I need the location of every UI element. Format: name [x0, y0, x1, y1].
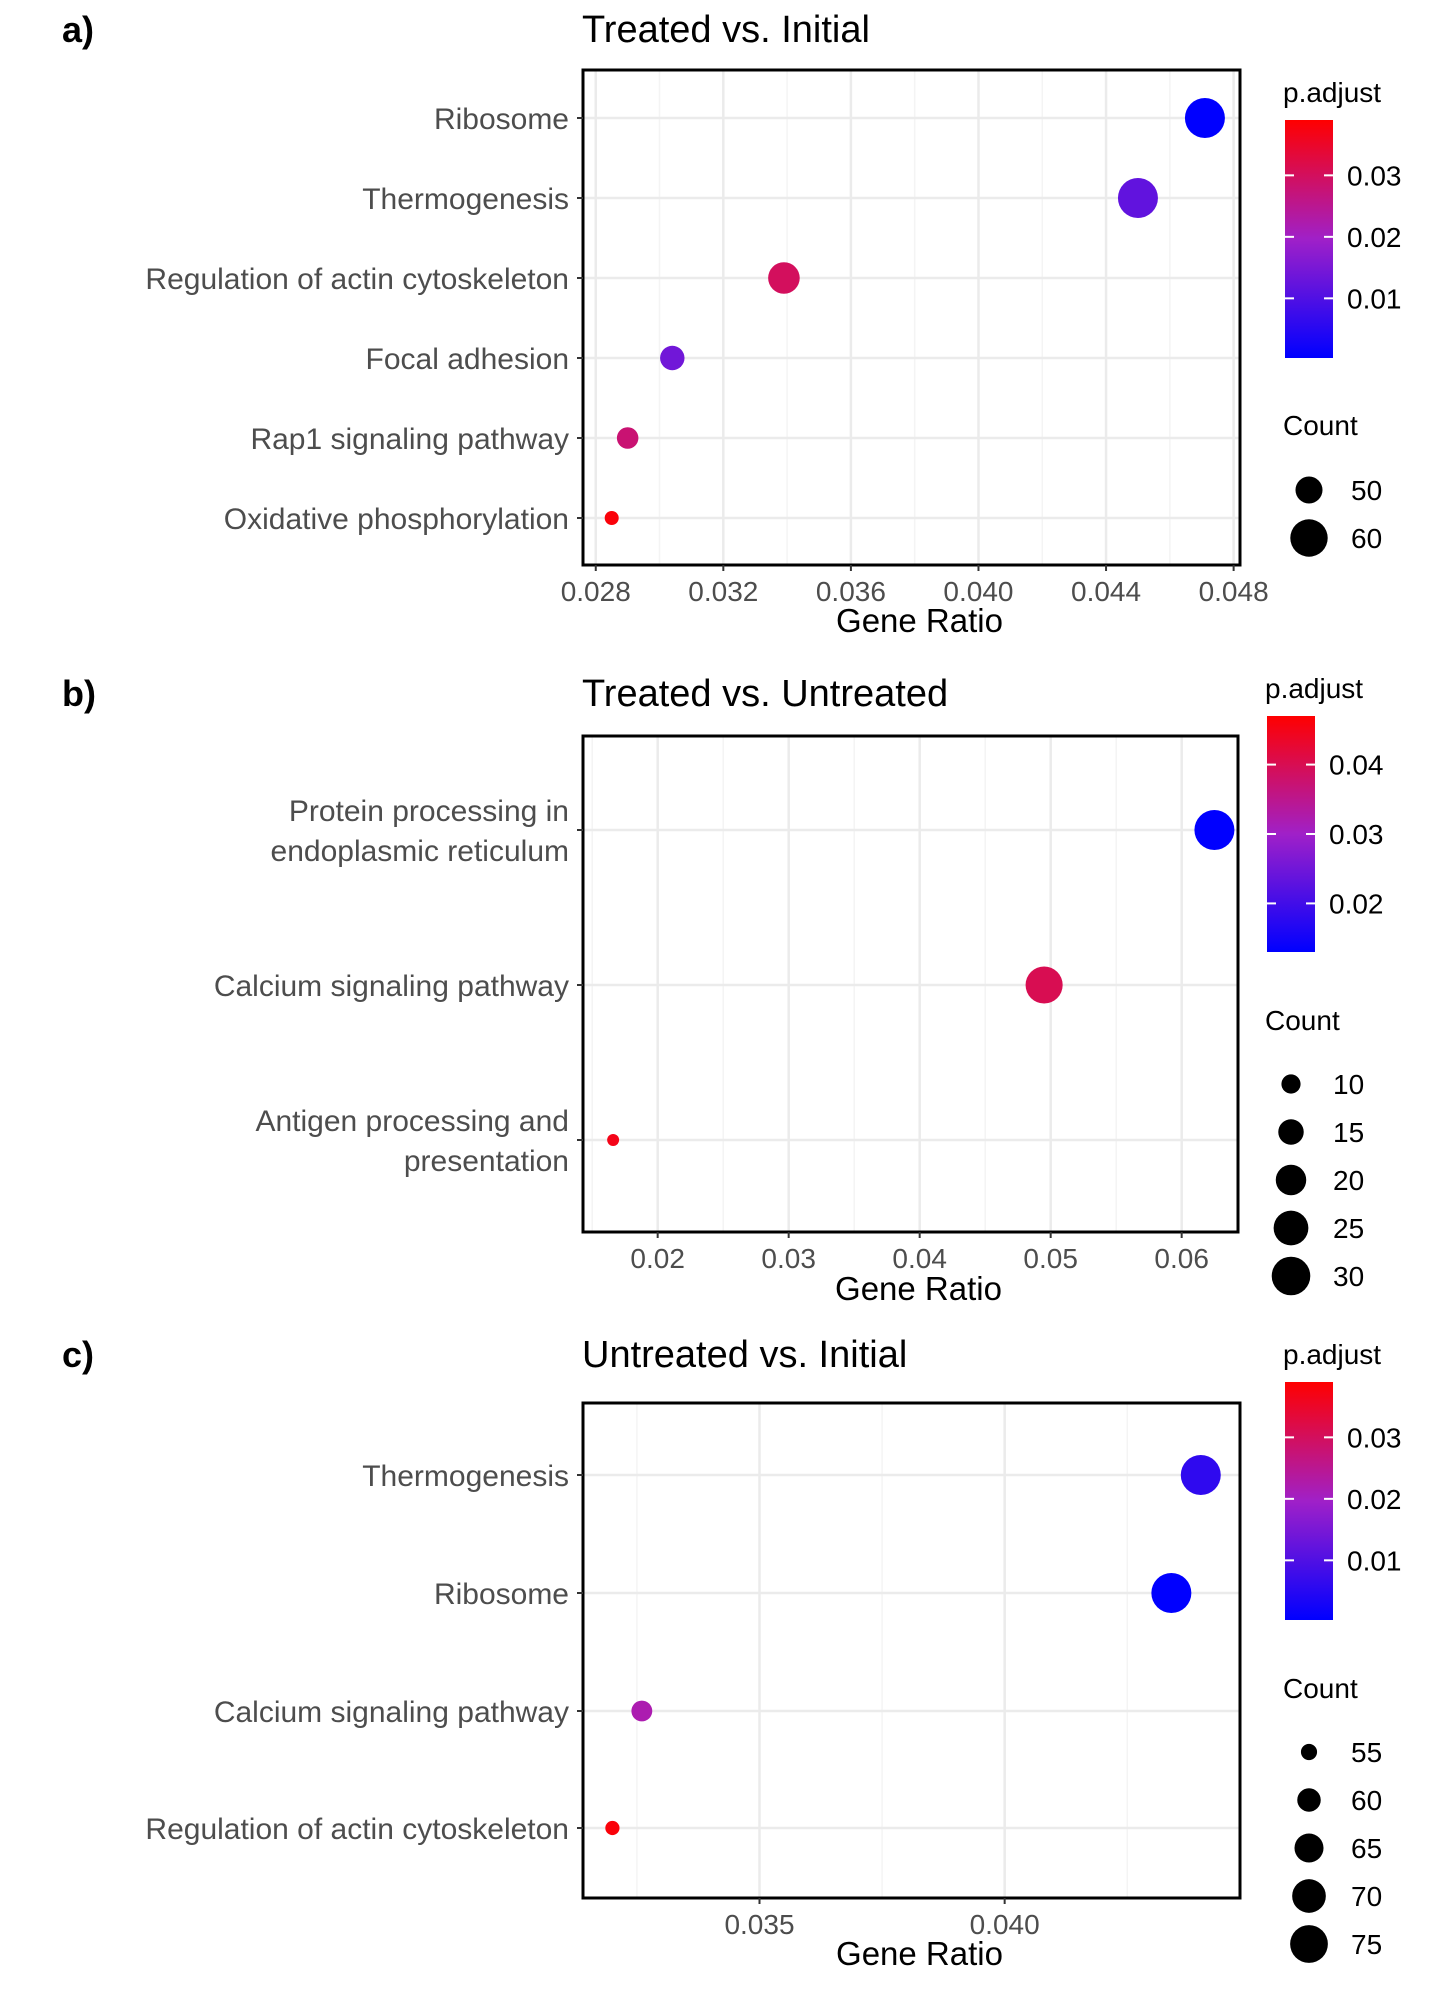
size-legend-label: 10: [1333, 1069, 1364, 1100]
data-point: [1184, 98, 1225, 138]
panel-title: Treated vs. Untreated: [582, 673, 948, 715]
color-legend-label: 0.02: [1329, 888, 1384, 919]
y-tick-label: Ribosome: [434, 1578, 569, 1611]
x-tick-label: 0.028: [561, 576, 631, 607]
data-point: [607, 1134, 620, 1146]
color-legend-label: 0.02: [1347, 222, 1402, 253]
panel-label: b): [62, 673, 96, 714]
size-legend-label: 55: [1351, 1737, 1382, 1768]
color-legend-title: p.adjust: [1283, 1339, 1381, 1370]
color-legend-label: 0.01: [1347, 1545, 1402, 1576]
x-tick-label: 0.04: [892, 1243, 947, 1274]
panel-a: a) Treated vs. Initial Ribosome Thermogenes…: [62, 9, 1402, 639]
x-tick-label: 0.048: [1199, 576, 1269, 607]
size-legend-dot: [1295, 476, 1323, 504]
data-point: [605, 1820, 620, 1836]
x-tick-label: 0.05: [1023, 1243, 1078, 1274]
data-point: [768, 262, 800, 294]
y-tick-label: Thermogenesis: [362, 183, 569, 216]
color-legend-bar: [1285, 1382, 1333, 1620]
size-legend-label: 75: [1351, 1929, 1382, 1960]
size-legend-dot: [1278, 1119, 1304, 1145]
x-tick-label: 0.03: [761, 1243, 816, 1274]
size-legend-title: Count: [1283, 410, 1358, 441]
data-point: [660, 345, 685, 371]
panel-title: Treated vs. Initial: [582, 9, 870, 51]
size-legend-dot: [1297, 1788, 1321, 1812]
color-legend-title: p.adjust: [1265, 673, 1363, 704]
y-tick-label: Calcium signaling pathway: [214, 970, 569, 1003]
y-tick-label: Focal adhesion: [366, 343, 569, 376]
size-legend-dot: [1290, 519, 1328, 557]
y-tick-label: Calcium signaling pathway: [214, 1696, 569, 1729]
color-legend-label: 0.03: [1347, 160, 1402, 191]
size-legend-dot: [1294, 1833, 1324, 1863]
x-tick-label: 0.044: [1071, 576, 1141, 607]
x-tick-label: 0.06: [1154, 1243, 1209, 1274]
color-legend-label: 0.03: [1329, 819, 1384, 850]
data-point: [604, 511, 619, 525]
panel-border: [581, 68, 1242, 567]
size-legend-dot: [1271, 1256, 1311, 1296]
y-tick-label: Rap1 signaling pathway: [250, 423, 569, 456]
y-tick-label: endoplasmic reticulum: [271, 835, 569, 868]
color-legend-label: 0.02: [1347, 1484, 1402, 1515]
x-tick-label: 0.035: [724, 1909, 794, 1940]
panel-border: [581, 1401, 1242, 1900]
color-legend-label: 0.04: [1329, 750, 1384, 781]
x-tick-label: 0.040: [943, 576, 1013, 607]
y-tick-label: Regulation of actin cytoskeleton: [145, 1813, 569, 1846]
size-legend-label: 30: [1333, 1261, 1364, 1292]
data-point: [1180, 1455, 1221, 1495]
panel-label: c): [62, 1334, 94, 1375]
y-tick-label: Protein processing in: [289, 795, 569, 828]
x-tick-label: 0.032: [688, 576, 758, 607]
panel-b: b) Treated vs. Untreated Protein processin…: [62, 673, 1384, 1307]
x-axis-label: Gene Ratio: [836, 1935, 1003, 1972]
color-legend-bar: [1285, 120, 1333, 358]
size-legend-dot: [1292, 1879, 1326, 1913]
size-legend-title: Count: [1283, 1673, 1358, 1704]
size-legend-label: 50: [1351, 475, 1382, 506]
color-legend-label: 0.03: [1347, 1422, 1402, 1453]
size-legend-dot: [1290, 1925, 1328, 1963]
size-legend-dot: [1275, 1164, 1307, 1196]
size-legend-label: 60: [1351, 523, 1382, 554]
y-tick-label: presentation: [404, 1145, 569, 1178]
size-legend-label: 15: [1333, 1117, 1364, 1148]
x-tick-label: 0.040: [970, 1909, 1040, 1940]
panel-c: c) Untreated vs. Initial Thermogenesis Ribo…: [62, 1334, 1402, 1972]
color-legend-label: 0.01: [1347, 283, 1402, 314]
panel-title: Untreated vs. Initial: [582, 1334, 907, 1376]
data-point: [631, 1700, 653, 1722]
size-legend-label: 70: [1351, 1881, 1382, 1912]
x-tick-label: 0.02: [630, 1243, 685, 1274]
x-axis-label: Gene Ratio: [835, 1270, 1002, 1307]
y-tick-label: Ribosome: [434, 103, 569, 136]
data-point: [1025, 966, 1063, 1004]
size-legend-label: 65: [1351, 1833, 1382, 1864]
size-legend-dot: [1281, 1074, 1301, 1094]
y-tick-label: Oxidative phosphorylation: [224, 503, 569, 536]
size-legend-label: 60: [1351, 1785, 1382, 1816]
x-axis-label: Gene Ratio: [836, 602, 1003, 639]
panel-label: a): [62, 9, 94, 50]
data-point: [1117, 178, 1158, 218]
color-legend-title: p.adjust: [1283, 77, 1381, 108]
size-legend-title: Count: [1265, 1005, 1340, 1036]
data-point: [616, 427, 639, 449]
x-tick-label: 0.036: [816, 576, 886, 607]
y-tick-label: Thermogenesis: [362, 1460, 569, 1493]
y-tick-label: Antigen processing and: [255, 1105, 569, 1138]
size-legend-dot: [1273, 1210, 1309, 1246]
y-tick-label: Regulation of actin cytoskeleton: [145, 263, 569, 296]
size-legend-dot: [1300, 1743, 1318, 1761]
data-point: [1194, 810, 1235, 850]
data-point: [1151, 1573, 1192, 1613]
size-legend-label: 25: [1333, 1213, 1364, 1244]
size-legend-label: 20: [1333, 1165, 1364, 1196]
